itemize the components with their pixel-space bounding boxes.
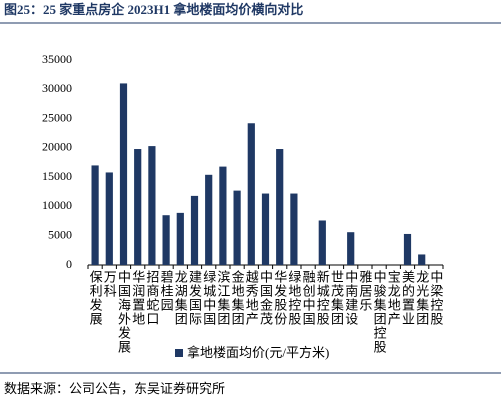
x-tick-label: 宝龙地产 xyxy=(386,270,401,326)
x-tick-label: 招商蛇口 xyxy=(144,270,159,326)
x-tick-label: 世茂集团 xyxy=(329,270,344,326)
y-tick-label: 10000 xyxy=(42,198,72,212)
x-tick-label: 雅居乐 xyxy=(357,270,372,312)
x-tick-label: 华发股份 xyxy=(272,270,287,326)
x-tick-label: 融创中国 xyxy=(301,270,316,326)
x-tick-label: 中国海外发展 xyxy=(116,270,131,354)
bar xyxy=(119,83,128,265)
x-tick-label: 万科 xyxy=(102,270,117,298)
bar xyxy=(190,195,199,265)
bar xyxy=(162,215,170,265)
x-tick-label: 华润置地 xyxy=(130,270,145,326)
bar xyxy=(276,149,284,265)
bar xyxy=(91,165,99,265)
bar xyxy=(403,233,412,265)
x-tick-label: 中梁控股 xyxy=(428,270,443,326)
y-tick-label: 0 xyxy=(66,257,72,271)
y-tick-label: 30000 xyxy=(42,81,72,95)
bar xyxy=(290,193,298,265)
x-tick-label: 中骏集团控股 xyxy=(372,270,387,354)
bar xyxy=(105,172,113,265)
x-tick-label: 金地集团 xyxy=(230,269,245,326)
x-tick-label: 中国金茂 xyxy=(258,270,273,326)
x-tick-label: 越秀地产 xyxy=(244,270,259,326)
legend-label: 拿地楼面均价(元/平方米) xyxy=(187,345,329,360)
y-tick-label: 25000 xyxy=(42,110,72,124)
y-tick-label: 5000 xyxy=(48,227,72,241)
bar xyxy=(176,212,184,265)
x-tick-label: 中南建设 xyxy=(343,270,358,326)
bar xyxy=(247,123,255,265)
bar xyxy=(205,174,213,265)
x-tick-label: 保利发展 xyxy=(88,270,103,326)
bar xyxy=(347,232,355,265)
bar xyxy=(318,220,326,265)
x-tick-label: 龙光集团 xyxy=(414,270,429,326)
x-tick-label: 滨江集团 xyxy=(215,269,230,326)
x-tick-label: 新城控股 xyxy=(315,269,330,326)
legend-swatch xyxy=(175,349,183,357)
bar xyxy=(134,149,142,265)
source-note: 数据来源：公司公告，东吴证券研究所 xyxy=(4,381,225,396)
bar xyxy=(148,146,156,265)
x-tick-label: 美的置业 xyxy=(400,270,415,326)
x-tick-label: 绿城中国 xyxy=(201,270,216,326)
x-tick-label: 绿地控股 xyxy=(286,270,301,326)
x-tick-label: 龙湖集团 xyxy=(173,270,188,326)
y-tick-label: 20000 xyxy=(42,140,72,154)
bar xyxy=(219,166,227,265)
y-tick-label: 35000 xyxy=(42,52,72,66)
y-tick-label: 15000 xyxy=(42,169,72,183)
bar xyxy=(418,254,426,265)
x-tick-label: 碧桂园 xyxy=(159,270,174,312)
bar xyxy=(261,193,270,265)
bar xyxy=(233,190,241,265)
chart-title: 图25：25 家重点房企 2023H1 拿地楼面均价横向对比 xyxy=(4,2,303,17)
x-tick-label: 建发国际 xyxy=(187,270,202,326)
